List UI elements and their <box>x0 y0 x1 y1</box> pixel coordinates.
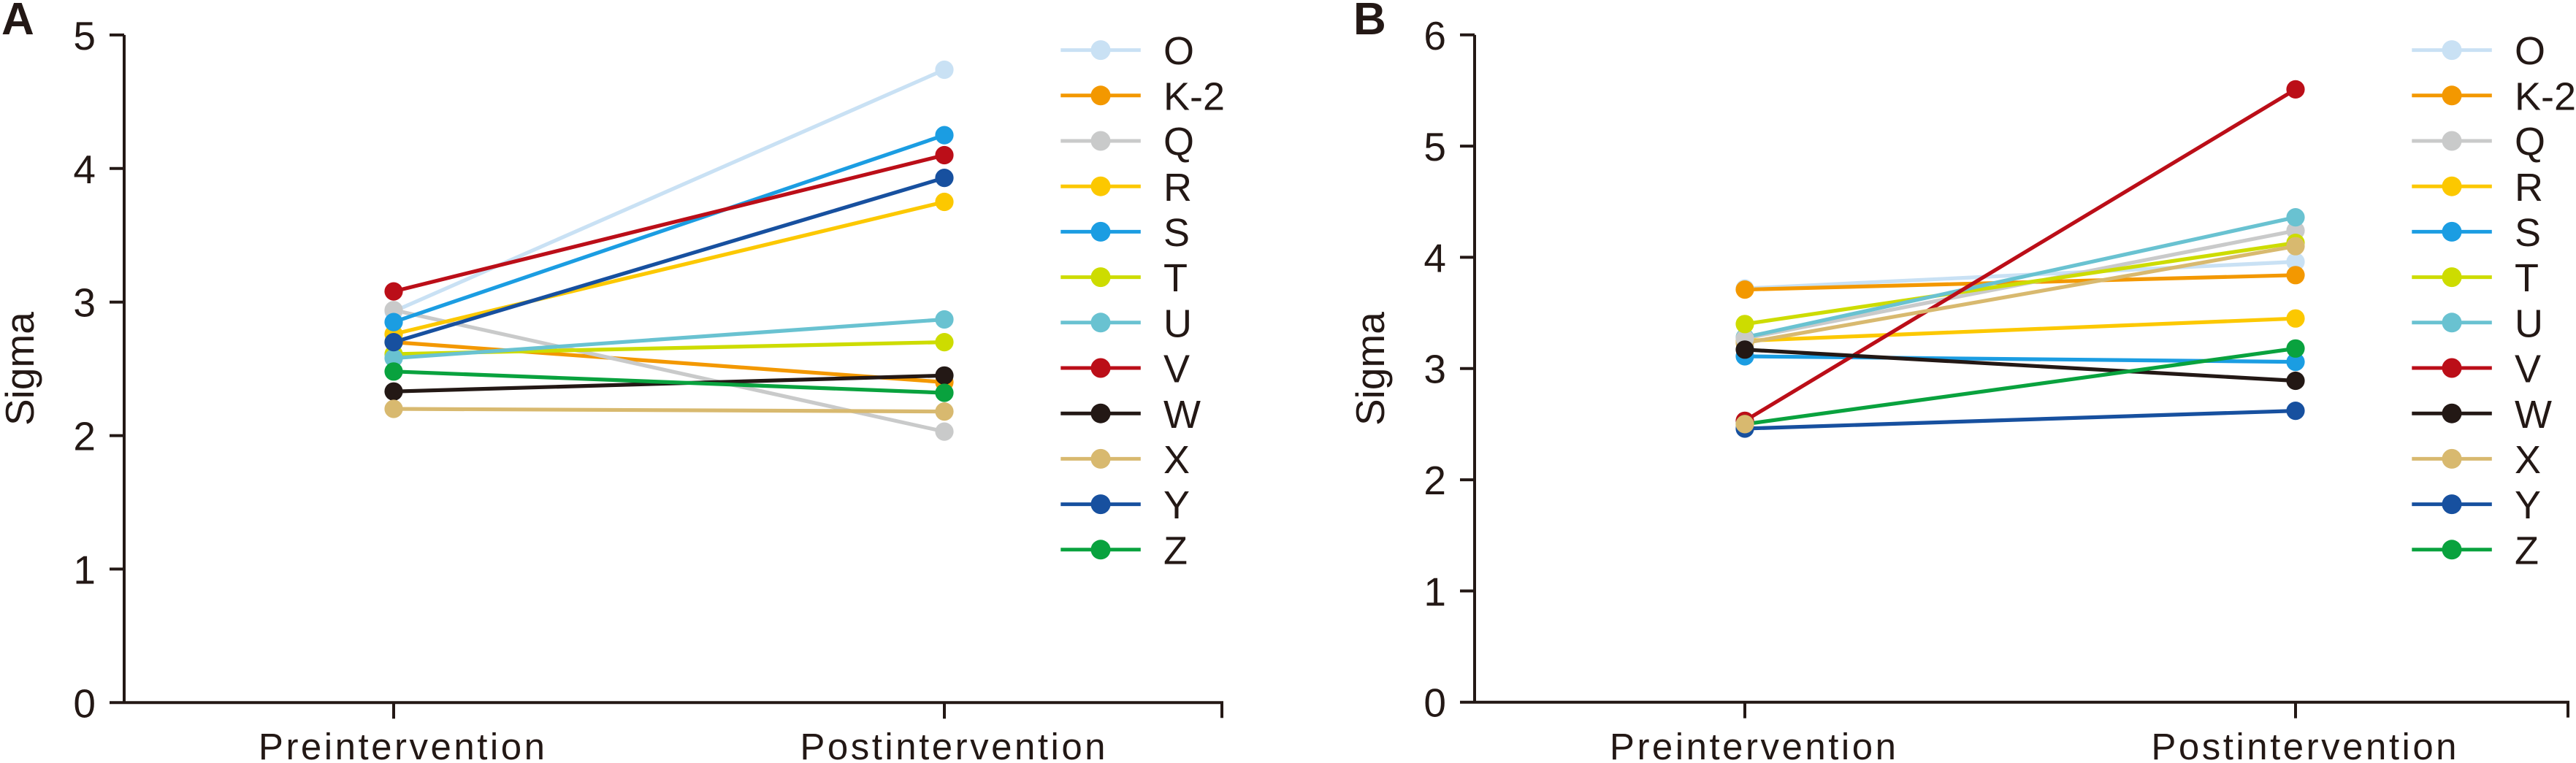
svg-text:A: A <box>1 0 34 45</box>
svg-text:Postintervention: Postintervention <box>800 726 1108 763</box>
svg-text:5: 5 <box>1423 124 1446 169</box>
svg-text:X: X <box>1163 438 1190 482</box>
svg-text:K-2: K-2 <box>2515 74 2576 118</box>
svg-text:S: S <box>1163 211 1190 255</box>
svg-text:1: 1 <box>73 547 96 592</box>
svg-text:U: U <box>1163 302 1192 345</box>
svg-text:2: 2 <box>73 414 96 459</box>
svg-text:Y: Y <box>2515 483 2541 527</box>
svg-text:Q: Q <box>2515 120 2545 164</box>
svg-text:1: 1 <box>1423 569 1446 614</box>
svg-text:Z: Z <box>2515 529 2539 572</box>
svg-text:0: 0 <box>73 680 96 726</box>
svg-text:V: V <box>2515 348 2541 391</box>
svg-text:V: V <box>1163 348 1190 391</box>
svg-text:O: O <box>1163 29 1194 73</box>
svg-text:Postintervention: Postintervention <box>2151 726 2459 763</box>
svg-text:Preintervention: Preintervention <box>1610 726 1899 763</box>
svg-text:Preintervention: Preintervention <box>259 726 548 763</box>
svg-text:2: 2 <box>1423 458 1446 503</box>
svg-text:S: S <box>2515 211 2541 255</box>
svg-text:B: B <box>1353 0 1386 45</box>
svg-text:Z: Z <box>1163 529 1188 572</box>
svg-text:Sigma: Sigma <box>1348 312 1393 426</box>
svg-text:U: U <box>2515 302 2543 345</box>
svg-text:3: 3 <box>73 280 96 326</box>
svg-text:X: X <box>2515 438 2541 482</box>
svg-text:4: 4 <box>1423 235 1446 280</box>
svg-text:T: T <box>1163 256 1188 300</box>
svg-text:3: 3 <box>1423 347 1446 392</box>
svg-text:Q: Q <box>1163 120 1194 164</box>
svg-text:Sigma: Sigma <box>0 312 42 426</box>
svg-text:Y: Y <box>1163 483 1190 527</box>
svg-text:K-2: K-2 <box>1163 74 1225 118</box>
svg-text:W: W <box>2515 393 2552 437</box>
svg-text:6: 6 <box>1423 13 1446 58</box>
svg-text:4: 4 <box>73 147 96 192</box>
svg-text:R: R <box>2515 166 2543 210</box>
svg-text:W: W <box>1163 393 1201 437</box>
svg-text:T: T <box>2515 256 2539 300</box>
svg-text:0: 0 <box>1423 680 1446 726</box>
svg-text:R: R <box>1163 166 1192 210</box>
svg-text:O: O <box>2515 29 2545 73</box>
svg-text:5: 5 <box>73 13 96 58</box>
